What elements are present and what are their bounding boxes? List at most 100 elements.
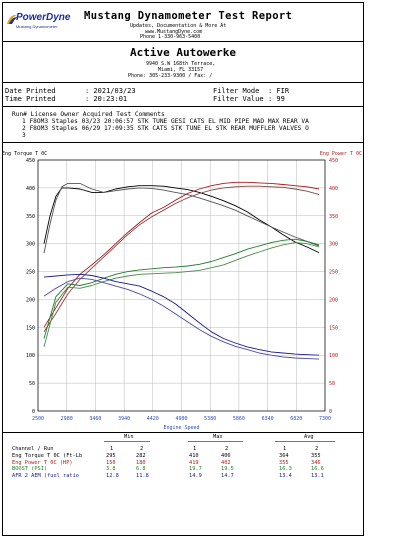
filter-mode-label: Filter Mode [213, 87, 260, 95]
y2-tick-label: 450 [329, 158, 338, 164]
stats-row-value: 13.4 [279, 472, 292, 479]
y2-tick-label: 400 [329, 186, 338, 192]
y2-tick-label: 100 [329, 353, 338, 359]
stats-col-num: 1 [283, 446, 287, 452]
stats-col-num: 2 [225, 446, 229, 452]
y2-axis-label: Eng Power T 0C [320, 151, 362, 157]
x-tick-label: 5380 [204, 416, 216, 422]
stats-header-rule [275, 441, 335, 442]
stats-row-value: 19.7 [189, 466, 202, 472]
stats-row-value: 406 [221, 453, 231, 459]
stats-min-header: Min [124, 434, 134, 440]
series-line-hp2 [43, 185, 320, 333]
dyno-chart: Eng Torque T 0C Eng Power T 0C Engine Spee… [2, 151, 362, 431]
date-printed-value: : 2021/03/23 [85, 87, 136, 95]
x-tick-label: 4420 [147, 416, 159, 422]
logo-subtitle: Mustang Dynamometer [16, 24, 58, 29]
stats-row-value: 19.5 [221, 466, 234, 472]
stats-row-name: AFR 2 AEM (fuel ratio [12, 472, 79, 479]
stats-row-value: 14.9 [189, 472, 202, 479]
runs-header: Run# License Owner Acquired Test Comment… [12, 111, 165, 118]
plot-area [37, 159, 326, 412]
stats-row-value: 16.6 [311, 466, 324, 472]
series-line-afr1 [43, 273, 320, 356]
series-line-tq2 [43, 182, 320, 254]
divider [2, 41, 364, 42]
report-frame [2, 2, 364, 536]
y2-tick-label: 350 [329, 214, 338, 220]
y2-tick-label: 50 [329, 381, 335, 387]
x-tick-label: 3940 [118, 416, 130, 422]
y-tick-label: 50 [29, 381, 35, 387]
time-printed-label: Time Printed [5, 95, 56, 103]
date-printed-label: Date Printed [5, 87, 56, 95]
y-tick-label: 100 [26, 353, 35, 359]
shop-city: Miami, FL 33157 [158, 67, 204, 73]
stats-row-name: BOOST (PSI) [12, 466, 48, 472]
x-tick-label: 7300 [319, 416, 331, 422]
stats-row-value: 180 [136, 459, 146, 466]
divider [2, 142, 364, 143]
stats-row-value: 6.8 [136, 466, 146, 472]
stats-col-num: 2 [315, 446, 319, 452]
x-tick-label: 5860 [233, 416, 245, 422]
stats-row-value: 16.3 [279, 466, 292, 472]
x-tick-label: 2500 [32, 416, 44, 422]
series-line-boost2 [43, 242, 320, 348]
stats-avg-header: Avg [304, 434, 314, 440]
x-axis-label: Engine Speed [163, 425, 199, 431]
divider [2, 432, 364, 433]
x-tick-label: 6820 [290, 416, 302, 422]
header-sub2: www.MustangDyne.com [145, 29, 203, 35]
y2-tick-label: 0 [329, 409, 332, 415]
run-row-3: 3 [22, 132, 26, 139]
series-line-boost1 [43, 238, 320, 339]
stats-row-value: 13.1 [311, 472, 324, 479]
stats-row-name: Eng Power T 0C (HP) [12, 459, 73, 466]
report-title: Mustang Dynamometer Test Report [84, 10, 293, 22]
stats-header-rule [188, 441, 243, 442]
time-printed-value: : 20:23:01 [85, 95, 128, 103]
y-tick-label: 400 [26, 186, 35, 192]
stats-header-rule [104, 441, 150, 442]
y2-tick-label: 150 [329, 325, 338, 331]
header-sub1: Updates, Documentation & More At [130, 23, 227, 29]
stats-row-value: 295 [106, 453, 116, 459]
stats-row-value: 282 [136, 453, 146, 459]
divider [2, 82, 364, 83]
stats-row-value: 419 [189, 459, 199, 466]
stats-row-value: 150 [106, 459, 116, 466]
series-line-hp1 [43, 181, 320, 328]
stats-row-value: 355 [279, 459, 289, 466]
y2-tick-label: 200 [329, 297, 338, 303]
stats-row-name: Eng Torque T 0C (Ft-Lb [12, 453, 83, 459]
stats-row-value: 3.8 [106, 466, 116, 472]
stats-channel-header: Channel / Run [12, 446, 54, 452]
shop-name: Active Autowerke [130, 46, 236, 59]
stats-row-value: 355 [311, 453, 321, 459]
logo-swoosh-icon [7, 14, 17, 24]
y-tick-label: 0 [32, 409, 35, 415]
shop-phone: Phone: 305-233-9300 / Fax: / [128, 73, 213, 79]
filter-value-value: : 99 [268, 95, 285, 103]
stats-max-header: Max [213, 434, 223, 440]
x-tick-label: 2980 [61, 416, 73, 422]
y-tick-label: 150 [26, 325, 35, 331]
x-tick-label: 4900 [175, 416, 187, 422]
stats-row-value: 402 [221, 459, 231, 466]
stats-row-value: 410 [189, 453, 199, 459]
y-axis-label: Eng Torque T 0C [2, 151, 47, 157]
x-tick-label: 3460 [89, 416, 101, 422]
stats-col-num: 2 [140, 446, 144, 452]
y2-tick-label: 300 [329, 242, 338, 248]
stats-col-num: 1 [110, 446, 114, 452]
header-sub3: Phone 1-330-963-5400 [140, 34, 201, 40]
y-tick-label: 350 [26, 214, 35, 220]
stats-row-value: 14.7 [221, 472, 234, 479]
filter-mode-value: : FIR [268, 87, 290, 95]
stats-row-value: 364 [279, 453, 289, 459]
y-tick-label: 250 [26, 270, 35, 276]
logo-word: PowerDyne [16, 12, 71, 23]
run-row-2: 2 F8OM3 Staples 06/29 17:09:35 STK CATS … [22, 125, 309, 132]
stats-row-value: 346 [311, 459, 321, 466]
